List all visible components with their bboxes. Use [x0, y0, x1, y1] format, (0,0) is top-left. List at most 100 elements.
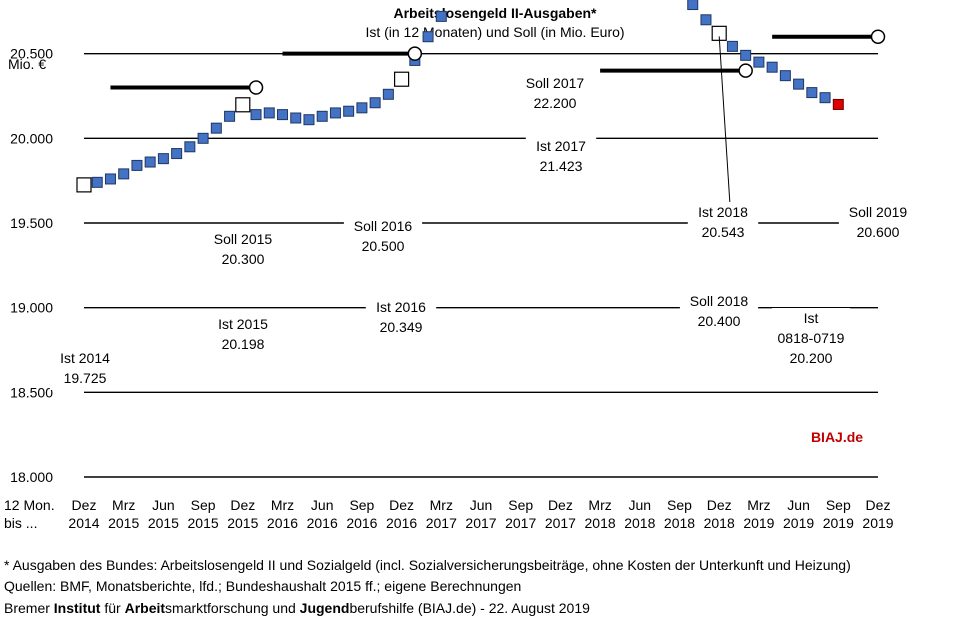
ist-marker	[343, 105, 355, 117]
label-ist-latest-bg	[771, 308, 851, 370]
label-soll2017-bg	[515, 73, 595, 115]
x-tick-label: 2015	[188, 515, 219, 531]
label-soll2015: Soll 2015	[214, 231, 273, 247]
x-tick-label: Sep	[667, 497, 692, 513]
watermark: BIAJ.de	[811, 429, 863, 445]
label-ist2016-bg	[365, 297, 437, 339]
soll-marker-2016	[407, 46, 423, 61]
x-tick-label: 2018	[624, 515, 655, 531]
ist-marker	[422, 31, 434, 43]
x-tick-label: 2019	[823, 515, 854, 531]
label-soll2018: 20.400	[698, 313, 741, 329]
x-tick-label: 2016	[267, 515, 298, 531]
label-ist2018: 20.543	[702, 224, 745, 240]
x-tick-label: Mrz	[430, 497, 453, 513]
ist-marker	[250, 109, 262, 121]
x-tick-label: 2015	[227, 515, 258, 531]
x-tick-label: Sep	[826, 497, 851, 513]
x-tick-label: 2019	[743, 515, 774, 531]
label-soll2016: 20.500	[362, 238, 405, 254]
x-tick-label: 2017	[465, 515, 496, 531]
x-tick-label: Mrz	[271, 497, 294, 513]
x-tick-label: Sep	[191, 497, 216, 513]
x-tick-label: Dez	[548, 497, 573, 513]
y-tick-label: 19.000	[10, 300, 53, 316]
ist-marker	[687, 0, 699, 11]
x-tick-label: 2017	[545, 515, 576, 531]
label-ist2014: 19.725	[64, 370, 107, 386]
ist-marker	[793, 78, 805, 90]
ist-marker	[369, 97, 381, 109]
x-tick-label: 2015	[108, 515, 139, 531]
y-tick-label: 20.000	[10, 130, 53, 146]
x-axis-caption: bis ...	[4, 515, 37, 531]
ist-marker	[224, 110, 236, 122]
ist-marker	[131, 159, 143, 171]
x-tick-label: 2017	[426, 515, 457, 531]
ist-annual-marker	[76, 177, 92, 193]
x-tick-label: 2018	[704, 515, 735, 531]
x-tick-label: Dez	[866, 497, 891, 513]
ist-marker	[316, 110, 328, 122]
x-tick-label: Jun	[152, 497, 175, 513]
ist-annual-marker	[235, 97, 251, 113]
ist-marker	[753, 56, 765, 68]
soll-marker-2018	[738, 63, 753, 78]
x-tick-label: 2016	[307, 515, 338, 531]
label-ist2018-bg	[687, 202, 759, 244]
label-ist2018: Ist 2018	[698, 204, 748, 220]
publisher-part: Institut	[53, 600, 101, 616]
x-tick-label: 2019	[862, 515, 893, 531]
ist-marker	[157, 153, 169, 165]
x-axis-caption: 12 Mon.	[4, 497, 55, 513]
y-axis-label: Mio. €	[8, 56, 46, 72]
x-tick-label: 2016	[346, 515, 377, 531]
publisher-part: smarktforschung und	[165, 600, 300, 616]
publisher-part: berufshilfe (BIAJ.de) - 22. August 2019	[349, 600, 590, 616]
x-tick-label: Sep	[349, 497, 374, 513]
ist-marker	[766, 61, 778, 73]
y-tick-label: 20.500	[10, 46, 53, 62]
ist-marker	[263, 107, 275, 119]
x-tick-label: Dez	[389, 497, 414, 513]
label-ist2014: Ist 2014	[60, 350, 110, 366]
label-ist-latest: Ist	[804, 310, 819, 326]
label-ist-latest: 0818-0719	[778, 330, 845, 346]
footer-note: * Ausgaben des Bundes: Arbeitslosengeld …	[4, 557, 851, 573]
ist-latest-marker	[832, 98, 844, 110]
watermark-bg	[805, 427, 867, 445]
ist-marker	[144, 156, 156, 168]
label-soll2019: Soll 2019	[849, 204, 908, 220]
label-ist2016: 20.349	[380, 319, 423, 335]
ist-marker	[435, 10, 447, 22]
x-tick-label: 2017	[505, 515, 536, 531]
ist-marker	[277, 109, 288, 121]
x-tick-label: Jun	[470, 497, 493, 513]
label-ist2014-bg	[49, 348, 121, 390]
ist-marker	[91, 176, 103, 188]
y-tick-label: 19.500	[10, 215, 53, 231]
ist-marker	[779, 70, 791, 82]
x-tick-label: Dez	[230, 497, 255, 513]
ist-marker	[290, 112, 302, 124]
label-soll2017: 22.200	[534, 95, 577, 111]
publisher-part: Arbeit	[124, 600, 166, 616]
x-tick-label: Dez	[707, 497, 732, 513]
x-tick-label: Jun	[311, 497, 334, 513]
label-ist2016: Ist 2016	[376, 299, 426, 315]
ist-marker	[356, 102, 368, 114]
label-soll2018: Soll 2018	[690, 293, 749, 309]
soll-marker-2019	[870, 29, 886, 44]
ist-marker	[184, 141, 196, 153]
x-tick-label: Sep	[508, 497, 533, 513]
label-soll2016-bg	[343, 216, 423, 258]
ist-marker	[197, 132, 209, 144]
label-soll2019-bg	[838, 202, 918, 244]
label-soll2016: Soll 2016	[354, 218, 413, 234]
ist-marker	[118, 168, 130, 180]
ist-annual-marker	[394, 71, 410, 87]
label-soll2018-bg	[679, 291, 759, 333]
label-ist2017-bg	[525, 136, 597, 178]
label-ist2017: 21.423	[540, 158, 583, 174]
